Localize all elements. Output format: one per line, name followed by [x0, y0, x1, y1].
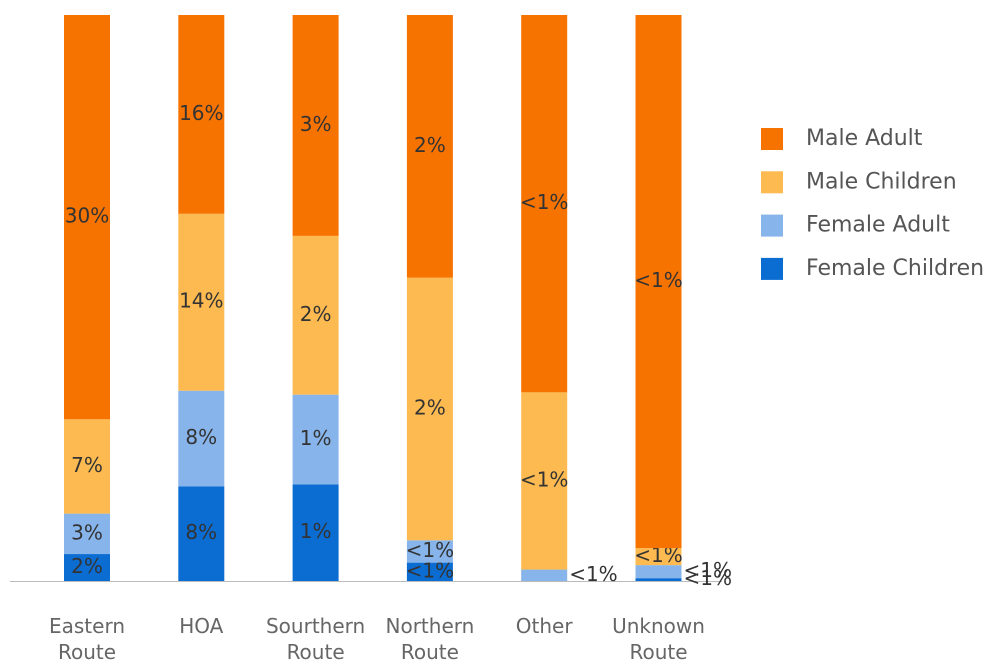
bar-segment [406, 562, 453, 581]
x-tick-label: Eastern Route [49, 614, 125, 664]
data-label: 2% [414, 395, 446, 419]
x-tick-label: Sourthern Route [266, 614, 365, 664]
bar-segment [178, 15, 225, 214]
data-label: 2% [414, 133, 446, 157]
x-tick-label: Unknown Route [612, 614, 705, 664]
data-label: 8% [185, 520, 217, 544]
bar-segment [178, 486, 225, 581]
bar-segment [406, 540, 453, 563]
bar-segment [406, 277, 453, 541]
legend-label: Male Children [806, 169, 957, 194]
bar-segment [292, 484, 339, 581]
bar-segment [64, 15, 110, 420]
x-tick-label: HOA [179, 614, 223, 638]
legend-swatch [761, 171, 783, 194]
data-label: 2% [300, 302, 332, 326]
data-label: 3% [300, 112, 332, 136]
legend-label: Female Children [806, 256, 984, 281]
data-label: 2% [71, 554, 103, 578]
legend-swatch [761, 214, 783, 237]
x-tick-label: Other [516, 614, 574, 638]
bar-segment [292, 235, 339, 395]
bar-segment [521, 15, 568, 393]
bar-segment [292, 394, 339, 485]
data-label: 7% [71, 453, 103, 477]
bar-segment [406, 15, 453, 278]
bar-segment [635, 565, 682, 579]
bar-segment [178, 390, 225, 487]
bar-segment [178, 213, 225, 391]
data-label: <1% [684, 566, 733, 590]
data-label: 1% [300, 426, 332, 450]
legend-label: Male Adult [806, 126, 923, 151]
data-label: <1% [520, 190, 569, 214]
legend-label: Female Adult [806, 213, 950, 238]
data-label: <1% [569, 562, 618, 586]
bar-segment [635, 15, 682, 549]
legend-swatch [761, 128, 783, 150]
bar-segment [64, 554, 110, 581]
bar-segment [521, 569, 568, 581]
legend-swatch [761, 257, 783, 280]
data-label: <1% [406, 538, 455, 562]
bar-segment [635, 548, 682, 566]
data-label: <1% [634, 268, 683, 292]
data-label: 14% [179, 289, 223, 313]
data-label: 30% [65, 204, 109, 228]
bar-segment [635, 578, 682, 581]
data-label: 1% [300, 519, 332, 543]
data-label: <1% [520, 467, 569, 491]
data-label: 3% [71, 520, 103, 544]
data-label: 8% [185, 425, 217, 449]
x-tick-label: Northern Route [386, 614, 475, 664]
bar-segment [292, 15, 339, 236]
bar-segment [521, 392, 568, 570]
bar-segment [64, 513, 110, 555]
data-label: <1% [684, 558, 733, 582]
data-label: 16% [179, 101, 223, 125]
bar-segment [64, 419, 110, 514]
